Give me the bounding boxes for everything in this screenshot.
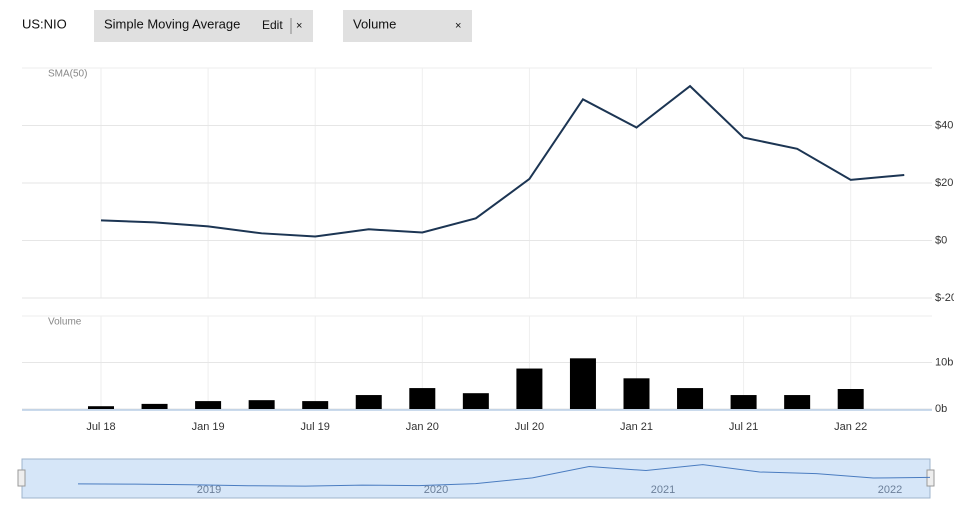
volume-bar bbox=[141, 403, 168, 409]
x-tick-label: Jul 18 bbox=[86, 421, 115, 433]
volume-bar bbox=[730, 395, 757, 409]
volume-bar bbox=[248, 400, 275, 409]
volume-bar bbox=[516, 368, 543, 409]
panel-label: SMA(50) bbox=[48, 69, 87, 80]
close-button[interactable]: × bbox=[296, 20, 302, 32]
chip-bg bbox=[94, 10, 313, 42]
chip-bg bbox=[343, 10, 472, 42]
x-tick-label: Jul 21 bbox=[729, 421, 758, 433]
chip-label: Volume bbox=[353, 16, 396, 31]
y-tick-label: 10b bbox=[935, 356, 953, 368]
volume-bar bbox=[623, 378, 650, 409]
navigator-handle[interactable] bbox=[17, 469, 26, 487]
x-tick-label: Jul 19 bbox=[301, 421, 330, 433]
navigator-line bbox=[77, 464, 931, 487]
y-tick-label: $20 bbox=[935, 177, 953, 189]
panel-label: Volume bbox=[48, 317, 82, 328]
navigator[interactable] bbox=[21, 458, 931, 499]
x-tick-label: Jan 19 bbox=[192, 421, 225, 433]
sma-line bbox=[100, 84, 905, 238]
volume-bar bbox=[195, 401, 222, 409]
volume-bar bbox=[677, 388, 704, 409]
volume-bar bbox=[462, 393, 489, 409]
volume-bar bbox=[302, 401, 329, 409]
chip-label: Simple Moving Average bbox=[104, 16, 240, 31]
x-tick-label: Jan 21 bbox=[620, 421, 653, 433]
navigator-label: 2019 bbox=[197, 484, 221, 496]
symbol: US:NIO bbox=[22, 16, 67, 31]
navigator-label: 2020 bbox=[424, 484, 448, 496]
volume-bar bbox=[837, 389, 864, 409]
volume-bar bbox=[569, 358, 596, 409]
y-tick-label: $0 bbox=[935, 234, 947, 246]
volume-bar bbox=[355, 395, 382, 409]
edit-button[interactable]: Edit bbox=[262, 18, 283, 32]
volume-bar bbox=[88, 406, 114, 409]
x-tick-label: Jul 20 bbox=[515, 421, 544, 433]
y-tick-label: 0b bbox=[935, 403, 947, 415]
navigator-label: 2021 bbox=[651, 484, 675, 496]
volume-bar bbox=[409, 388, 436, 409]
sma-chip[interactable]: Simple Moving Average Edit × bbox=[94, 10, 313, 42]
x-tick-label: Jan 20 bbox=[406, 421, 439, 433]
x-tick-label: Jan 22 bbox=[834, 421, 867, 433]
navigator-label: 2022 bbox=[878, 484, 902, 496]
y-tick-label: $-20 bbox=[935, 292, 954, 304]
close-button[interactable]: × bbox=[455, 20, 461, 32]
volume-bar bbox=[784, 395, 811, 409]
y-tick-label: $40 bbox=[935, 119, 953, 131]
volume-chip[interactable]: Volume × bbox=[343, 10, 472, 42]
navigator-handle[interactable] bbox=[926, 469, 935, 487]
